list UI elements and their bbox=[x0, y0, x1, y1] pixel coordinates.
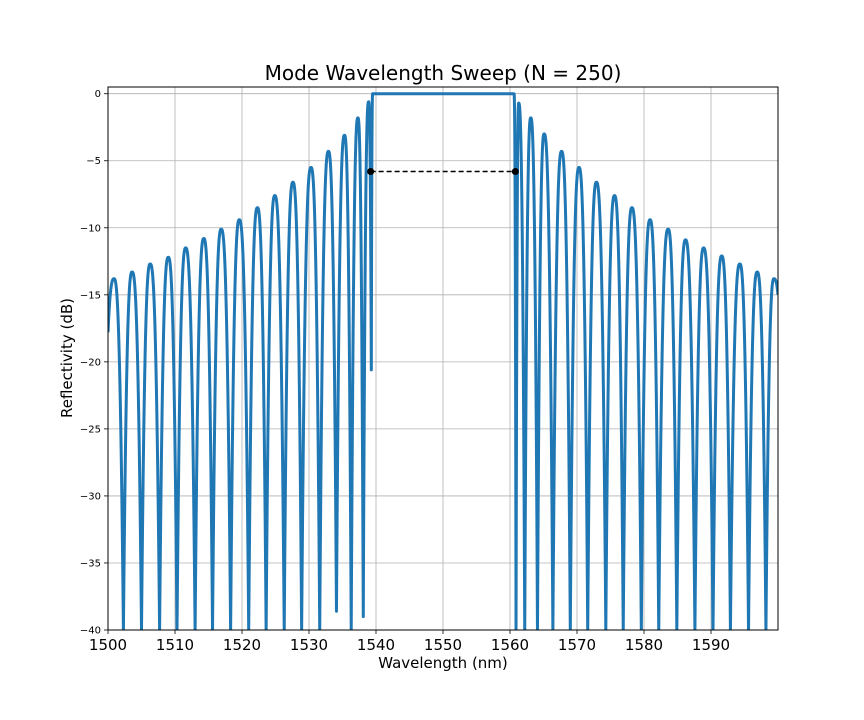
bandwidth-marker-point bbox=[511, 167, 519, 175]
x-tick-label: 1510 bbox=[156, 636, 194, 654]
bandwidth-marker-point bbox=[367, 167, 375, 175]
x-tick-label: 1500 bbox=[89, 636, 127, 654]
chart-title: Mode Wavelength Sweep (N = 250) bbox=[265, 61, 622, 85]
x-tick-label: 1590 bbox=[692, 636, 730, 654]
y-tick-label: −15 bbox=[80, 290, 101, 301]
bandwidth-annotation bbox=[367, 167, 519, 175]
y-axis-label: Reflectivity (dB) bbox=[58, 298, 76, 418]
x-tick-label: 1540 bbox=[357, 636, 395, 654]
x-tick-label: 1550 bbox=[424, 636, 462, 654]
y-tick-label: 0 bbox=[95, 89, 101, 100]
x-tick-label: 1520 bbox=[223, 636, 261, 654]
series-group bbox=[108, 92, 778, 630]
y-axis-ticks: 0 −5 −10 −15 −20 −25 −30 −35 −40 bbox=[80, 89, 108, 637]
y-tick-label: −20 bbox=[80, 357, 101, 368]
y-tick-label: −5 bbox=[86, 156, 101, 167]
x-tick-label: 1560 bbox=[491, 636, 529, 654]
y-tick-label: −35 bbox=[80, 558, 101, 569]
x-tick-label: 1570 bbox=[558, 636, 596, 654]
y-tick-label: −40 bbox=[80, 626, 101, 637]
x-tick-label: 1530 bbox=[290, 636, 328, 654]
x-axis-ticks: 1500 1510 1520 1530 1540 1550 1560 1570 1580 1590 bbox=[89, 630, 730, 654]
x-tick-label: 1580 bbox=[625, 636, 663, 654]
y-tick-label: −10 bbox=[80, 223, 101, 234]
y-tick-label: −25 bbox=[80, 424, 101, 435]
y-tick-label: −30 bbox=[80, 491, 101, 502]
x-axis-label: Wavelength (nm) bbox=[378, 654, 508, 672]
reflectivity-series-line bbox=[108, 92, 778, 630]
